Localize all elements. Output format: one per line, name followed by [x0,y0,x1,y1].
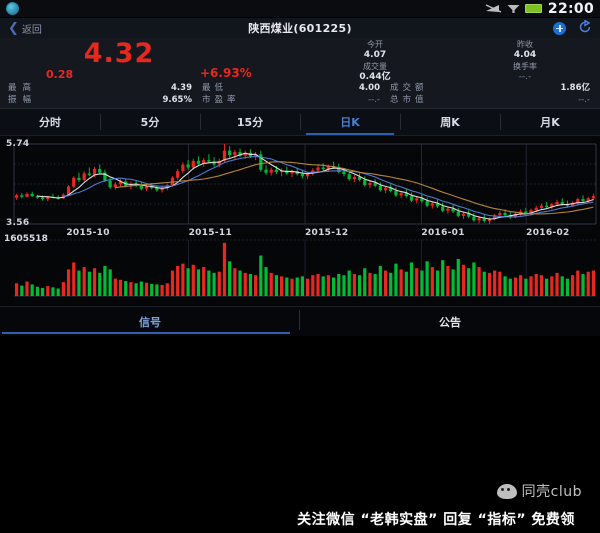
tab-label: 15分 [236,116,264,129]
stat-value: 4.04 [513,50,537,60]
stat-label: 总市值 [390,95,428,105]
stat-value: 1.86亿 [560,83,590,93]
quote-panel: 4.32 0.28 +6.93% 今开 4.07 成交量 0.44亿 昨收 4.… [0,38,600,108]
tab-5min[interactable]: 5分 [100,109,200,135]
tab-weekly-k[interactable]: 周K [400,109,500,135]
stat-value: 4.00 [359,83,380,93]
status-bar: 22:00 [0,0,600,18]
tab-fenshi[interactable]: 分时 [0,109,100,135]
table-row: 振幅 9.65% 市盈率 --.- 总市值 --.- [0,94,600,106]
tab-label: 月K [540,116,560,129]
status-bar-clock: 22:00 [547,0,594,17]
stat-value: 4.07 [363,50,387,60]
last-price: 4.32 [83,38,155,69]
quote-primary: 4.32 0.28 +6.93% [0,38,300,86]
stat-value: --.- [368,95,380,105]
y-axis-max-label: 5.74 [6,139,30,149]
app-logo-icon [6,2,19,15]
stat-value: --.- [518,72,532,82]
chevron-left-icon: ❮ [8,20,19,36]
plus-circle-icon[interactable] [553,21,566,35]
table-row: 最高 4.39 最低 4.00 成交额 1.86亿 [0,82,600,94]
tab-daily-k[interactable]: 日K [300,109,400,135]
back-button[interactable]: ❮ 返回 [8,21,42,36]
tab-15min[interactable]: 15分 [200,109,300,135]
y-axis-min-label: 3.56 [6,218,30,228]
title-bar-actions [553,18,592,38]
battery-icon [524,4,542,13]
tab-announcement[interactable]: 公告 [300,307,600,336]
kline-canvas[interactable] [0,136,600,306]
stat-label: 换手率 [513,62,537,71]
quote-stats-table: 最高 4.39 最低 4.00 成交额 1.86亿 振幅 9.65% 市盈率 -… [0,82,600,106]
watermark: 同壳club [496,481,582,501]
tab-label: 信号 [139,315,161,329]
watermark-label: 同壳club [521,484,582,500]
stat-label: 振幅 [8,95,38,105]
stat-value: --.- [578,95,590,105]
tab-monthly-k[interactable]: 月K [500,109,600,135]
promo-banner: 关注微信 “老韩实盘” 回复 “指标” 免费领 [272,505,600,533]
ghost-icon [496,483,517,499]
stat-label: 今开 [367,40,383,49]
stat-label: 最低 [202,83,228,93]
back-button-label: 返回 [21,24,42,36]
promo-banner-text: 关注微信 “老韩实盘” 回复 “指标” 免费领 [297,512,575,528]
tab-label: 周K [440,116,460,129]
volume-indicator-label: 1605518 [4,234,48,244]
signal-off-icon [485,3,502,14]
stat-value: 4.39 [171,83,192,93]
tab-label: 分时 [39,116,61,129]
tab-label: 日K [340,116,360,129]
stat-label: 成交额 [390,83,428,93]
page-title: 陕西煤业(601225) [248,22,352,35]
stat-label: 成交量 [363,62,387,71]
tab-label: 5分 [140,116,160,129]
price-change: 0.28 [46,68,74,81]
title-bar: ❮ 返回 陕西煤业(601225) [0,18,600,38]
period-tab-bar: 分时 5分 15分 日K 周K 月K [0,108,600,136]
quote-stat-prevclose: 昨收 4.04 换手率 --.- [450,39,600,83]
stat-label: 市盈率 [202,95,240,105]
kline-chart[interactable]: 5.74 3.56 1605518 2015-10 2015-11 2015-12 2… [0,136,600,306]
tab-signal[interactable]: 信号 [0,307,300,336]
stat-value: 9.65% [162,95,193,105]
quote-stats-top: 今开 4.07 成交量 0.44亿 昨收 4.04 换手率 --.- [300,39,600,83]
stat-value: 0.44亿 [359,72,391,82]
price-change-percent: +6.93% [200,66,252,80]
bottom-tab-bar: 信号 公告 [0,306,600,336]
stat-label: 最高 [8,83,38,93]
stat-label: 昨收 [517,40,533,49]
quote-stat-open: 今开 4.07 成交量 0.44亿 [300,39,450,83]
refresh-icon[interactable] [578,18,592,38]
tab-label: 公告 [439,315,461,329]
wifi-icon [507,3,520,14]
